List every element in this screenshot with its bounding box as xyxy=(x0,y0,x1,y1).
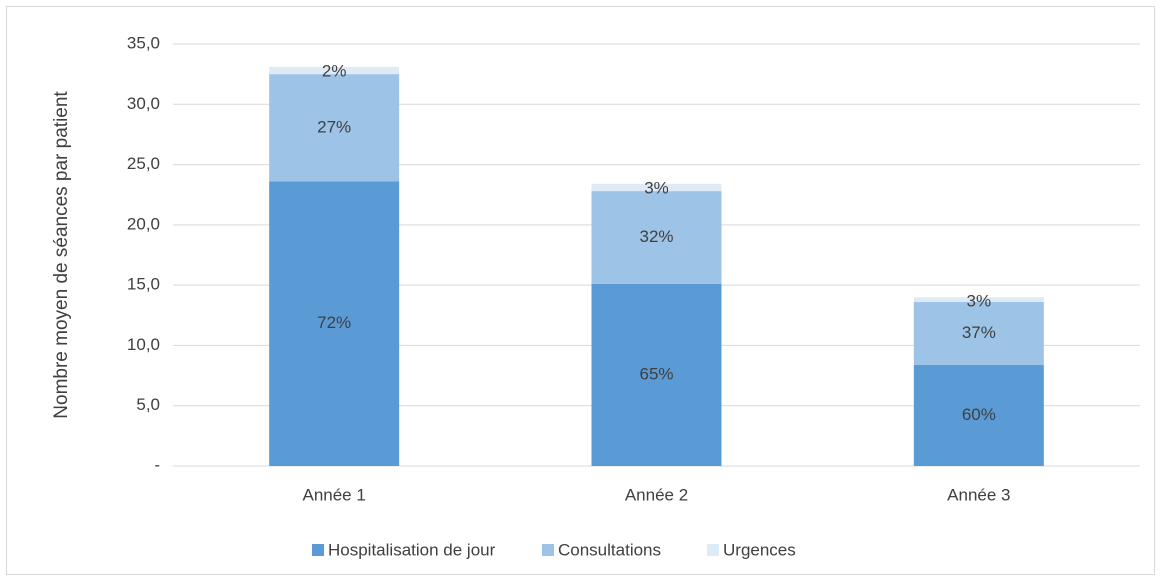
data-label: 3% xyxy=(644,178,669,197)
legend-swatch xyxy=(707,544,719,556)
legend-swatch xyxy=(542,544,554,556)
bar-segment xyxy=(269,74,400,182)
x-tick-label: Année 2 xyxy=(625,485,688,504)
y-tick-label: - xyxy=(154,455,160,474)
y-axis-label: Nombre moyen de séances par patient xyxy=(51,91,72,419)
bar-segment xyxy=(591,283,722,466)
data-label: 3% xyxy=(967,292,992,311)
y-tick-label: 25,0 xyxy=(127,154,160,173)
data-label: 60% xyxy=(962,405,996,424)
data-label: 2% xyxy=(322,61,347,80)
data-label: 72% xyxy=(317,313,351,332)
data-label: 32% xyxy=(639,227,673,246)
y-tick-label: 10,0 xyxy=(127,335,160,354)
bar-segment xyxy=(269,66,400,75)
y-tick-label: 30,0 xyxy=(127,94,160,113)
legend-swatch xyxy=(312,544,324,556)
bar-segment xyxy=(913,364,1044,466)
y-tick-label: 5,0 xyxy=(136,395,160,414)
y-tick-label: 15,0 xyxy=(127,275,160,294)
legend-label: Consultations xyxy=(558,540,661,559)
chart-border xyxy=(6,6,1155,575)
data-label: 65% xyxy=(639,364,673,383)
bar-segment xyxy=(913,297,1044,303)
y-tick-label: 35,0 xyxy=(127,33,160,52)
y-tick-label: 20,0 xyxy=(127,214,160,233)
data-label: 37% xyxy=(962,323,996,342)
legend-label: Urgences xyxy=(723,540,796,559)
bar-segment xyxy=(913,302,1044,365)
bar-segment xyxy=(591,191,722,284)
bar-segment xyxy=(269,181,400,467)
x-tick-label: Année 3 xyxy=(947,485,1010,504)
x-tick-label: Année 1 xyxy=(302,485,365,504)
legend-label: Hospitalisation de jour xyxy=(328,540,496,559)
bar-segment xyxy=(591,183,722,192)
data-label: 27% xyxy=(317,117,351,136)
